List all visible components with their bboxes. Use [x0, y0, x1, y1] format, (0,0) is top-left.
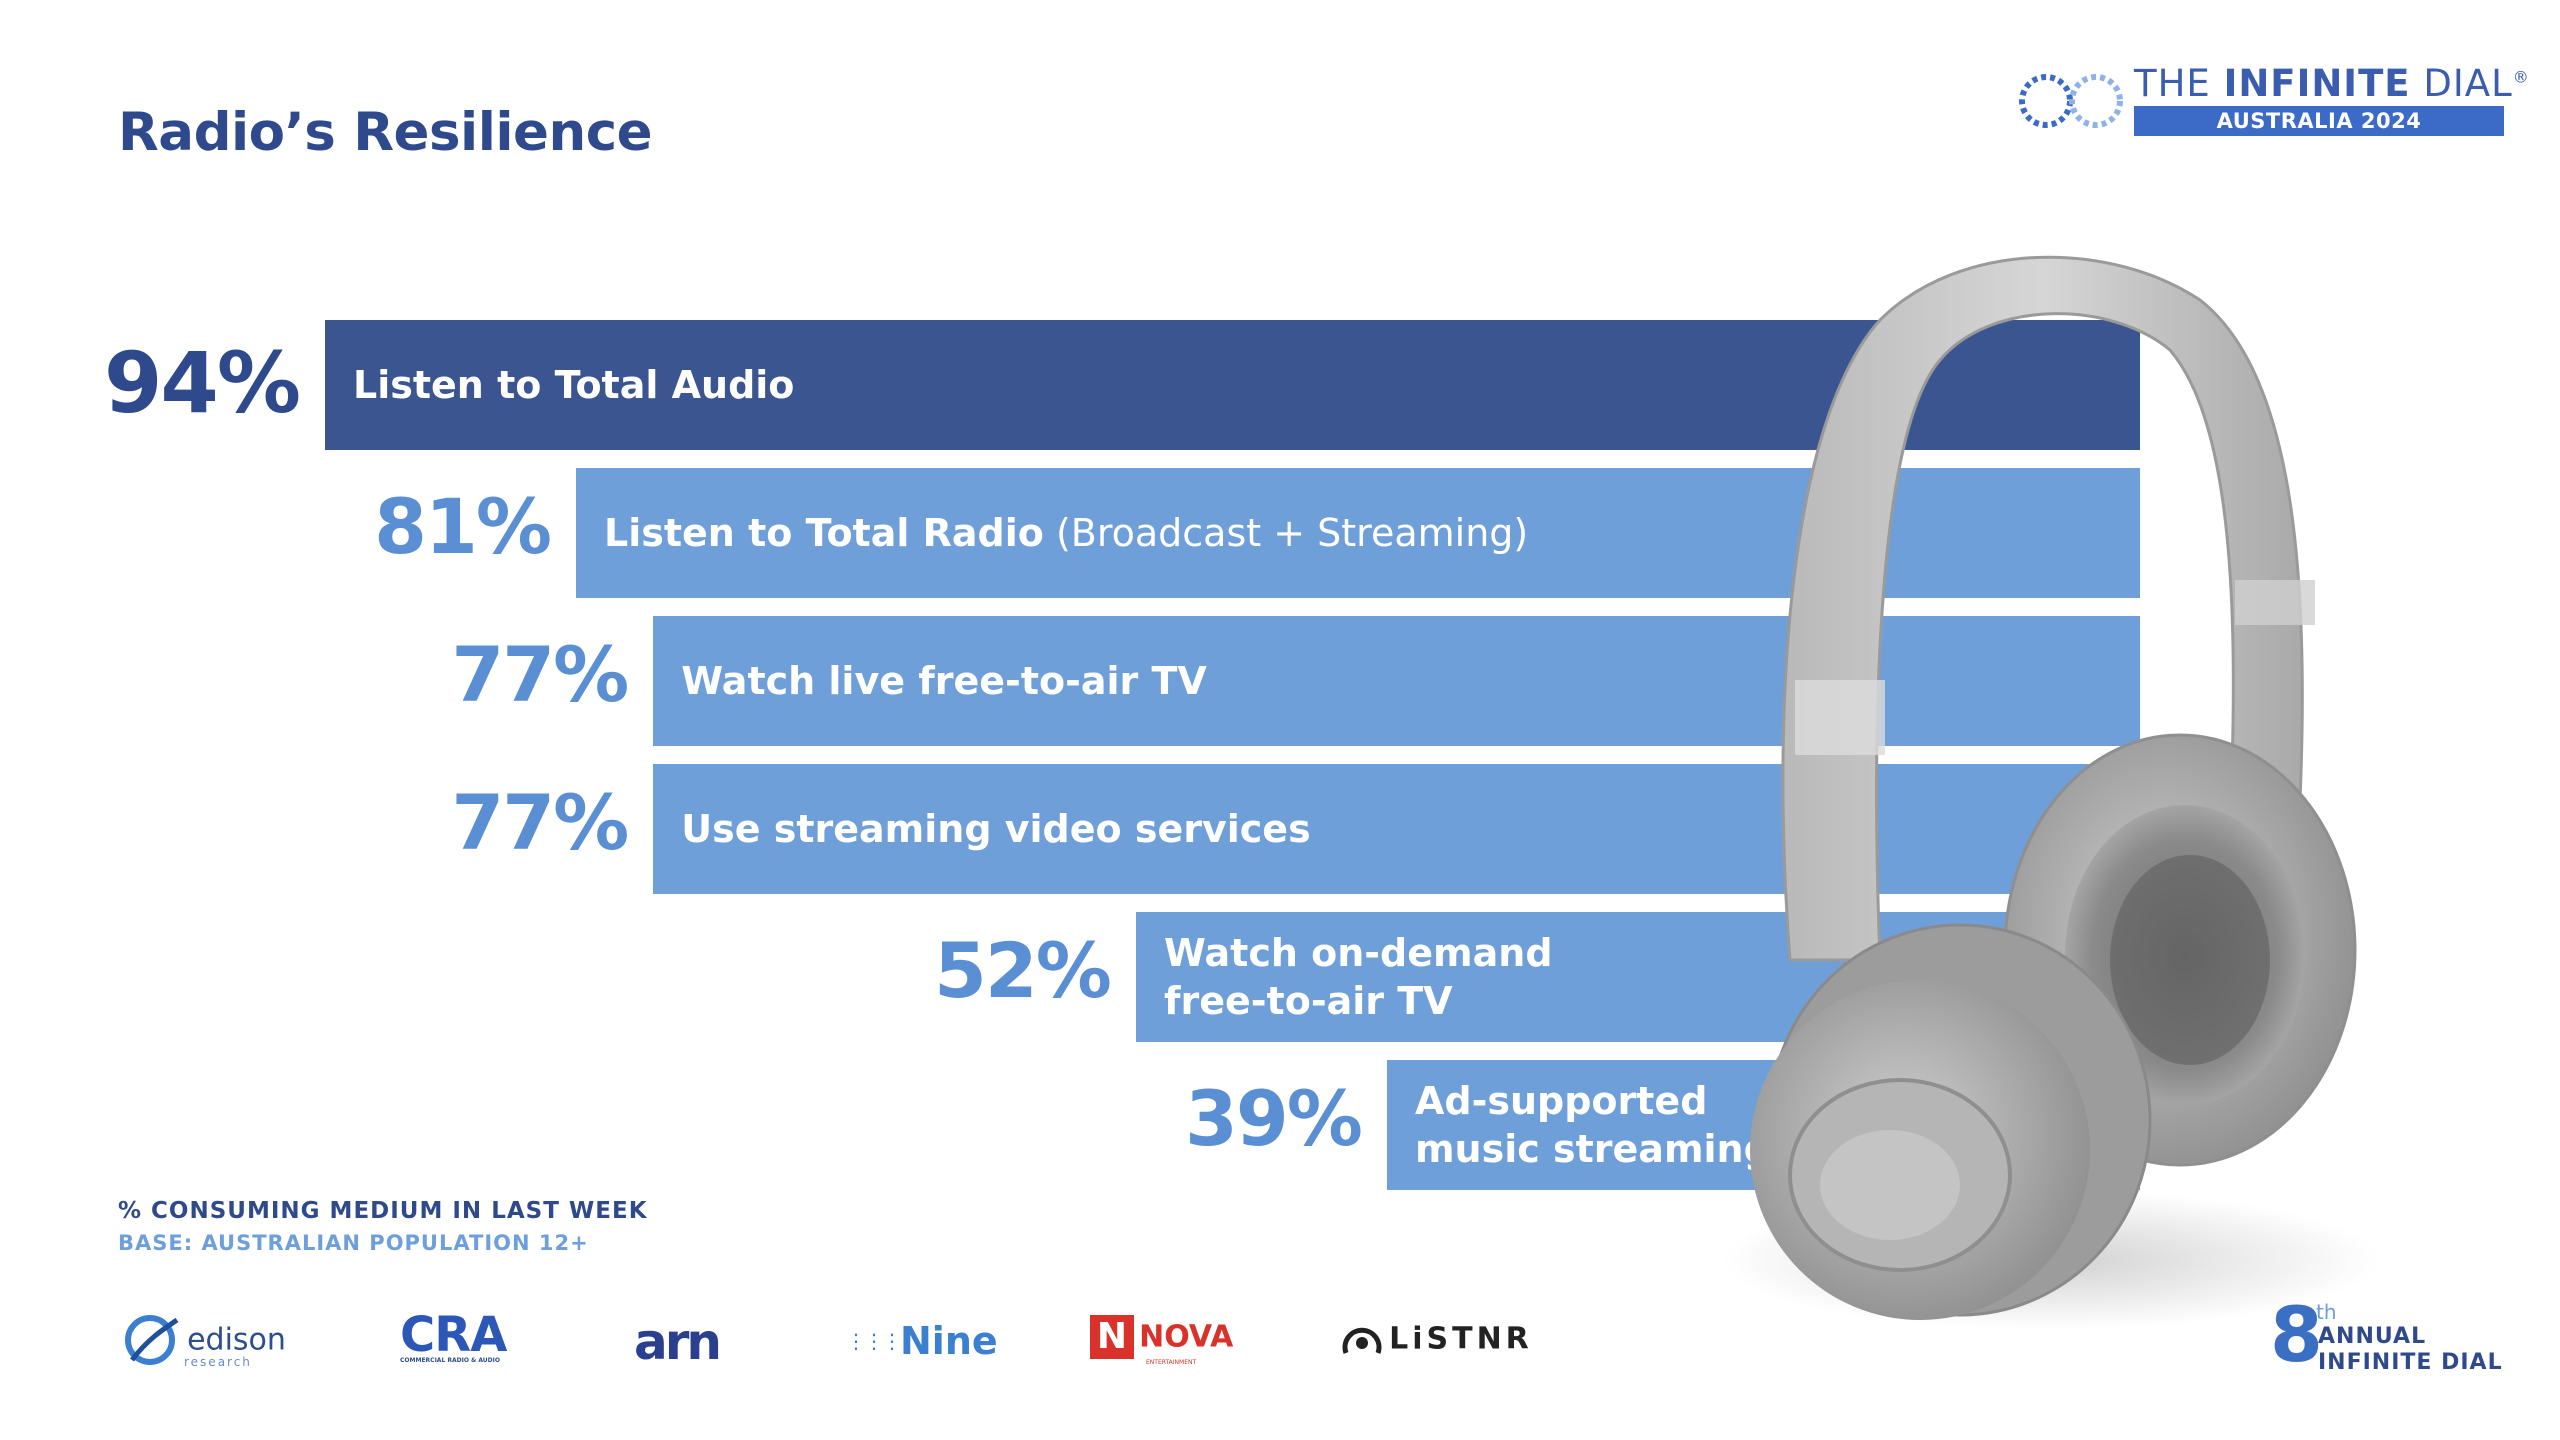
nova-logo: N NOVA ENTERTAINMENT: [1090, 1315, 1233, 1366]
listnr-logo: LiSTNR: [1340, 1317, 1533, 1361]
brand-title: THE INFINITE DIAL®: [2134, 62, 2530, 105]
chart-category-label-main: Watch on-demand free-to-air TV: [1163, 931, 1553, 1023]
chart-note-metric: % CONSUMING MEDIUM IN LAST WEEK: [118, 1198, 648, 1224]
infinity-logo-icon: [2019, 74, 2123, 128]
chart-category-label: Use streaming video services: [681, 764, 1310, 894]
chart-category-label-detail: (Broadcast + Streaming): [1043, 511, 1529, 555]
chart-category-label: Ad-supported music streaming: [1415, 1060, 1771, 1190]
chart-category-label-main: Listen to Total Radio: [604, 511, 1044, 555]
annual-edition-badge: 8 th ANNUAL INFINITE DIAL: [2270, 1290, 2503, 1379]
chart-value-label: 81%: [374, 482, 552, 571]
cra-logo: CRA COMMERCIAL RADIO & AUDIO: [400, 1307, 507, 1364]
chart-category-label: Watch live free-to-air TV: [681, 616, 1207, 746]
chart-category-label: Listen to Total Radio (Broadcast + Strea…: [604, 468, 1528, 598]
chart-bar: [653, 764, 2140, 894]
chart-value-label: 94%: [103, 334, 301, 432]
chart-category-label-main: Ad-supported music streaming: [1414, 1079, 1771, 1171]
chart-category-label-main: Watch live free-to-air TV: [681, 659, 1207, 703]
chart-category-label: Listen to Total Audio: [353, 320, 794, 450]
chart-bar: [653, 616, 2140, 746]
chart-value-label: 77%: [451, 630, 629, 719]
edison-logo-icon: [125, 1315, 179, 1365]
infinite-dial-logo: THE INFINITE DIAL® AUSTRALIA 2024: [2016, 62, 2529, 140]
listnr-logo-icon: [1342, 1327, 1382, 1354]
chart-category-label: Watch on-demand free-to-air TV: [1164, 912, 1553, 1042]
chart-category-label-main: Use streaming video services: [681, 807, 1311, 851]
page-title: Radio’s Resilience: [118, 102, 653, 163]
arn-logo: arn: [634, 1313, 722, 1371]
chart-value-label: 77%: [451, 778, 629, 867]
sponsor-logos: edison research CRA COMMERCIAL RADIO & A…: [0, 1295, 2560, 1395]
chart-note-base: BASE: AUSTRALIAN POPULATION 12+: [118, 1231, 589, 1255]
nine-logo: ⋮⋮⋮Nine: [846, 1319, 998, 1363]
brand-subtitle: AUSTRALIA 2024: [2134, 106, 2504, 136]
edison-research-logo: edison research: [122, 1310, 286, 1370]
chart-category-label-main: Listen to Total Audio: [353, 363, 795, 407]
chart-value-label: 39%: [1185, 1074, 1363, 1163]
chart-value-label: 52%: [934, 926, 1112, 1015]
